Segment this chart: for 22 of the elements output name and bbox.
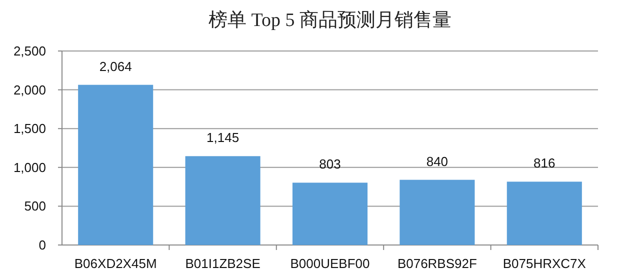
y-tick-label: 0 <box>38 238 46 252</box>
x-tick-label: B01I1ZB2SE <box>185 256 261 271</box>
y-tick-label: 1,000 <box>13 160 46 175</box>
data-label: 803 <box>319 156 341 172</box>
bar <box>185 156 260 245</box>
x-tick-label: B06XD2X45M <box>74 256 157 271</box>
y-tick-label: 2,500 <box>13 44 46 58</box>
y-tick-label: 1,500 <box>13 121 46 136</box>
data-label: 2,064 <box>99 58 132 74</box>
data-label: 1,145 <box>206 130 240 146</box>
x-tick-label: B076RBS92F <box>397 256 477 271</box>
data-label: 816 <box>534 156 556 171</box>
bar <box>400 180 475 245</box>
y-tick-label: 2,000 <box>13 82 46 98</box>
data-label: 840 <box>426 154 448 169</box>
bar <box>78 84 154 245</box>
x-tick-label: B000UEBF00 <box>290 256 370 271</box>
chart-title: 榜单 Top 5 商品预测月销售量 <box>208 9 452 31</box>
bar <box>292 182 368 245</box>
x-tick-label: B075HRXC7X <box>502 256 586 271</box>
y-tick-label: 500 <box>24 198 46 214</box>
bar <box>506 182 582 245</box>
